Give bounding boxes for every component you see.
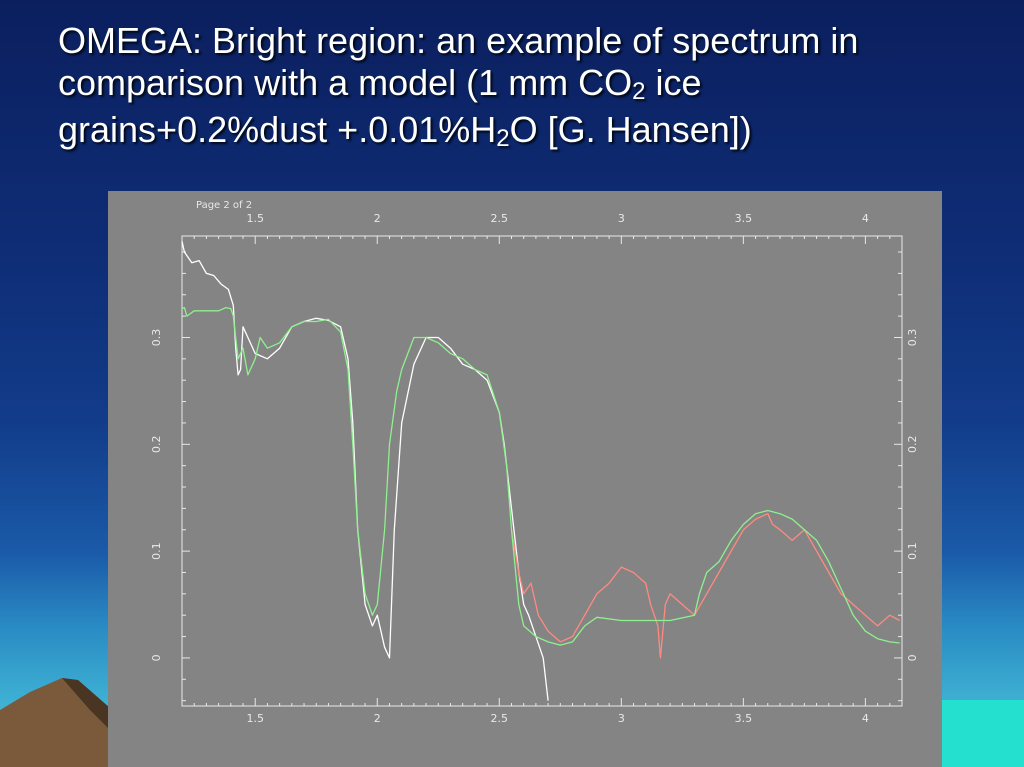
x-tick-label-top: 2 [374, 212, 381, 225]
title-line-3: grains+0.2%dust +.0.01%H2O [G. Hansen]) [58, 109, 752, 152]
title-line-2: comparison with a model (1 mm CO2 ice [58, 62, 702, 105]
y-tick-label-right: 0.2 [906, 436, 919, 454]
x-tick-label-bottom: 3.5 [735, 712, 753, 725]
y-tick-label-left: 0.1 [150, 542, 163, 560]
series-line-3 [181, 306, 900, 646]
title-line-1: OMEGA: Bright region: an example of spec… [58, 20, 859, 61]
y-tick-label-right: 0 [906, 654, 919, 661]
spectrum-chart: Page 2 of 2 1.5 1.5 2 2 2.5 2.5 3 3 3.5 3.5 4 4 0 0 0.… [150, 200, 919, 725]
x-tick-label-top: 1.5 [246, 212, 264, 225]
x-tick-label-top: 2.5 [491, 212, 509, 225]
x-tick-label-bottom: 2 [374, 712, 381, 725]
x-tick-label-bottom: 2.5 [491, 712, 509, 725]
x-tick-label-bottom: 4 [862, 712, 869, 725]
page-label: Page 2 of 2 [196, 200, 252, 211]
sea-decoration [940, 700, 1024, 767]
x-tick-label-top: 3 [618, 212, 625, 225]
x-tick-label-bottom: 3 [618, 712, 625, 725]
y-tick-label-right: 0.3 [906, 329, 919, 347]
series-line-1 [181, 241, 549, 701]
x-tick-label-bottom: 1.5 [246, 712, 264, 725]
y-tick-label-left: 0.3 [150, 329, 163, 347]
plot-panel: Page 2 of 2 1.5 1.5 2 2 2.5 2.5 3 3 3.5 3.5 4 4 0 0 0.… [108, 191, 942, 767]
axis-ticks: 1.5 1.5 2 2 2.5 2.5 3 3 3.5 3.5 4 4 0 0 0.1 0.1 0.2 0.2 0.… [150, 212, 919, 725]
slide-title: OMEGA: Bright region: an example of spec… [58, 20, 1008, 156]
mountain-decoration [0, 678, 110, 767]
x-tick-label-top: 3.5 [735, 212, 753, 225]
x-tick-label-top: 4 [862, 212, 869, 225]
series-line-2 [510, 513, 900, 659]
y-tick-label-left: 0 [150, 654, 163, 661]
plot-frame [181, 235, 903, 707]
y-tick-label-right: 0.1 [906, 542, 919, 560]
y-tick-label-left: 0.2 [150, 436, 163, 454]
series-layer [181, 241, 900, 701]
